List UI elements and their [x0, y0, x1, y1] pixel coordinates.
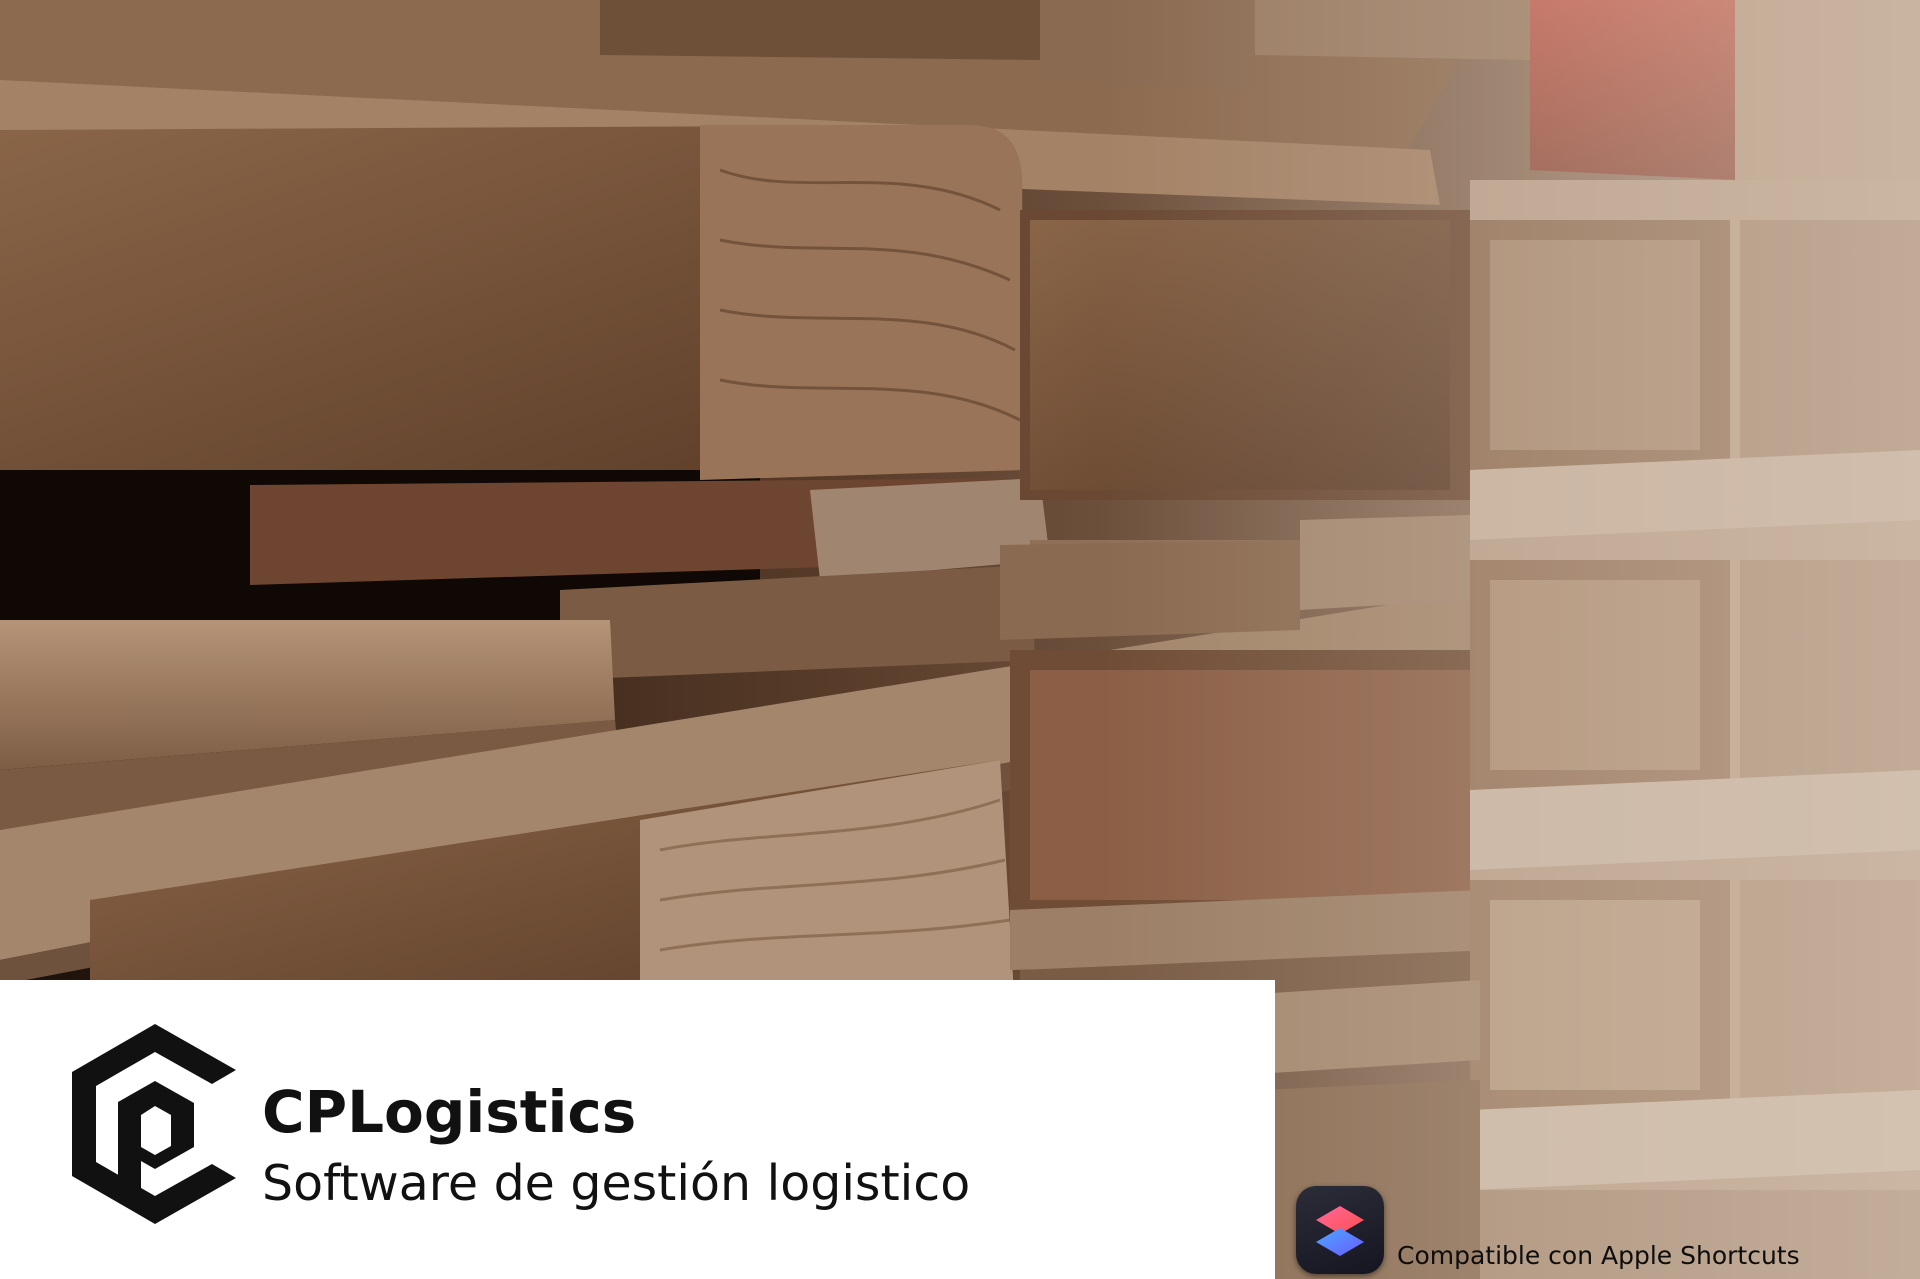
cp-hexagon-logo-icon [66, 1020, 244, 1228]
apple-shortcuts-icon [1296, 1186, 1384, 1274]
brand-banner [0, 980, 1275, 1279]
brand-tagline: Software de gestión logistico [262, 1155, 971, 1212]
shortcuts-compat-caption: Compatible con Apple Shortcuts [1397, 1241, 1800, 1270]
brand-name: CPLogistics [262, 1078, 637, 1146]
